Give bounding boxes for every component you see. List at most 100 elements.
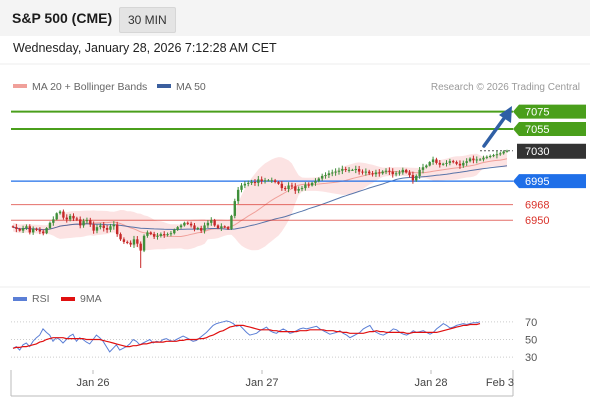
candle-body bbox=[166, 234, 169, 236]
candle-body bbox=[468, 158, 472, 162]
current-price-box bbox=[517, 143, 586, 159]
candle-body bbox=[314, 181, 317, 183]
candle-body bbox=[72, 215, 75, 219]
candle-body bbox=[374, 172, 378, 175]
candle-body bbox=[189, 223, 193, 226]
candle-body bbox=[42, 231, 45, 234]
candle-body bbox=[179, 225, 183, 228]
candle-body bbox=[475, 159, 478, 161]
candles bbox=[11, 149, 509, 268]
candle-body bbox=[300, 188, 304, 190]
candle-body bbox=[240, 185, 243, 190]
candle-body bbox=[294, 186, 297, 191]
candle-body bbox=[398, 172, 401, 174]
candle-body bbox=[223, 226, 226, 228]
candle-body bbox=[203, 225, 206, 231]
rsi-line bbox=[12, 320, 481, 353]
legend-swatch-1 bbox=[157, 84, 171, 88]
candle-body bbox=[337, 170, 341, 172]
support-label-5: 6950 bbox=[525, 215, 549, 227]
candle-body bbox=[99, 225, 102, 228]
candle-body bbox=[263, 180, 267, 182]
pivot-label-box-3 bbox=[513, 174, 586, 189]
candle-body bbox=[452, 161, 455, 163]
candle-body bbox=[354, 168, 357, 170]
candle-body bbox=[341, 168, 344, 171]
candle-body bbox=[505, 150, 509, 152]
candle-body bbox=[183, 222, 186, 226]
candle-body bbox=[431, 159, 435, 163]
candle-body bbox=[280, 183, 284, 189]
candle-body bbox=[126, 241, 129, 243]
candle-body bbox=[146, 232, 149, 236]
candle-body bbox=[465, 161, 468, 163]
candle-body bbox=[415, 175, 418, 181]
candle-body bbox=[85, 220, 89, 222]
candle-body bbox=[112, 224, 116, 227]
rsi-tick-2: 30 bbox=[525, 352, 537, 364]
candle-body bbox=[35, 228, 38, 230]
candle-body bbox=[226, 227, 230, 229]
rsi-legend-swatch-0 bbox=[13, 297, 27, 301]
candle-body bbox=[28, 226, 32, 233]
candle-body bbox=[52, 219, 55, 223]
candle-body bbox=[462, 162, 465, 166]
candle-body bbox=[307, 184, 310, 186]
candle-body bbox=[253, 182, 257, 184]
candle-body bbox=[31, 228, 35, 233]
candle-body bbox=[361, 171, 364, 173]
candle-body bbox=[21, 228, 25, 231]
rsi-legend-label-1: 9MA bbox=[80, 293, 102, 305]
candle-body bbox=[163, 234, 166, 236]
candle-body bbox=[320, 175, 324, 179]
forecast-arrow bbox=[482, 115, 507, 148]
candle-body bbox=[304, 184, 307, 189]
target-label-1: 7055 bbox=[525, 124, 549, 136]
candle-body bbox=[441, 163, 445, 165]
copyright-text: Research © 2026 Trading Central bbox=[431, 82, 580, 93]
candle-body bbox=[186, 222, 189, 224]
candle-body bbox=[260, 179, 263, 182]
legend-label-0: MA 20 + Bollinger Bands bbox=[32, 81, 147, 93]
current-price-label: 7030 bbox=[525, 146, 549, 158]
candle-body bbox=[105, 228, 109, 230]
rsi-tick-0: 70 bbox=[525, 317, 537, 329]
candle-body bbox=[129, 242, 132, 245]
candle-body bbox=[378, 172, 381, 174]
candle-body bbox=[458, 163, 462, 166]
forecast-arrowhead bbox=[499, 106, 512, 123]
x-tick-label-1: Jan 27 bbox=[245, 377, 278, 389]
candle-body bbox=[149, 232, 152, 235]
candle-body bbox=[25, 226, 28, 229]
candle-body bbox=[492, 155, 495, 157]
candle-body bbox=[79, 219, 82, 226]
candle-body bbox=[247, 182, 250, 184]
candle-body bbox=[48, 222, 52, 229]
candle-body bbox=[267, 180, 270, 182]
candle-body bbox=[196, 228, 200, 230]
support-label-4: 6968 bbox=[525, 200, 549, 212]
candle-body bbox=[38, 229, 42, 232]
pivot-label-3: 6995 bbox=[525, 176, 549, 188]
candle-body bbox=[404, 169, 408, 173]
rsi-legend-swatch-1 bbox=[61, 297, 75, 301]
candle-body bbox=[290, 185, 294, 187]
candle-body bbox=[45, 228, 48, 234]
candle-body bbox=[394, 173, 398, 175]
candle-body bbox=[499, 153, 502, 155]
candle-body bbox=[448, 161, 452, 163]
candle-body bbox=[428, 162, 431, 166]
candle-body bbox=[173, 229, 176, 234]
candle-body bbox=[102, 225, 105, 229]
candle-body bbox=[257, 179, 260, 183]
candle-body bbox=[485, 156, 489, 158]
candle-body bbox=[139, 243, 142, 251]
candle-body bbox=[381, 171, 384, 174]
timeframe-button[interactable]: 30 MIN bbox=[119, 7, 176, 33]
legend-swatch-0 bbox=[13, 84, 27, 88]
candle-body bbox=[216, 225, 220, 229]
candle-body bbox=[344, 168, 347, 170]
candle-body bbox=[331, 172, 334, 174]
